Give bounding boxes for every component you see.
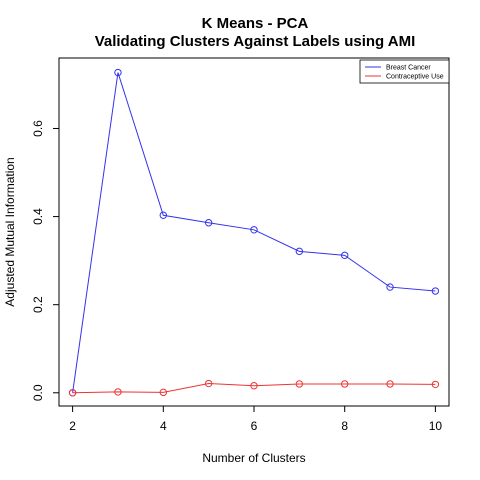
data-point [250,382,258,390]
y-axis: 0.0 0.2 0.4 0.6 [31,120,59,401]
data-point [114,388,122,396]
legend-box [359,59,450,84]
y-tick-label: 0.4 [31,208,45,225]
data-point [250,226,258,234]
x-tick-label: 6 [251,419,258,433]
data-point [431,287,440,295]
data-point [295,247,304,256]
y-tick-label: 0.0 [31,384,45,401]
x-axis-label: Number of Clusters [202,451,305,465]
x-tick-label: 10 [429,419,443,433]
series-contraceptive-use [68,379,440,397]
y-tick-label: 0.2 [31,296,45,313]
data-point [204,379,213,388]
data-point [386,380,394,388]
data-point [68,389,77,397]
x-tick-label: 8 [341,419,348,433]
chart-title-line1: K Means - PCA [202,15,309,32]
data-point [159,388,168,397]
chart-title-line2: Validating Clusters Against Labels using… [95,33,416,50]
data-point [340,251,349,260]
data-point [159,211,168,219]
series-layer [68,68,440,397]
x-tick-label: 4 [160,419,167,433]
x-axis: 2 4 6 8 10 [69,406,442,433]
data-point [431,380,440,389]
legend: Breast Cancer Contraceptive Use [359,59,450,84]
legend-label: Contraceptive Use [386,74,444,81]
y-tick-label: 0.6 [31,120,45,137]
data-point [114,68,122,77]
series-line [72,72,436,393]
legend-label: Breast Cancer [386,65,431,72]
data-point [340,380,349,388]
data-point [204,219,213,227]
x-tick-label: 2 [69,419,76,433]
series-line [72,383,436,394]
data-point [295,380,304,388]
y-axis-label: Adjusted Mutual Information [3,157,17,306]
data-point [386,283,394,291]
